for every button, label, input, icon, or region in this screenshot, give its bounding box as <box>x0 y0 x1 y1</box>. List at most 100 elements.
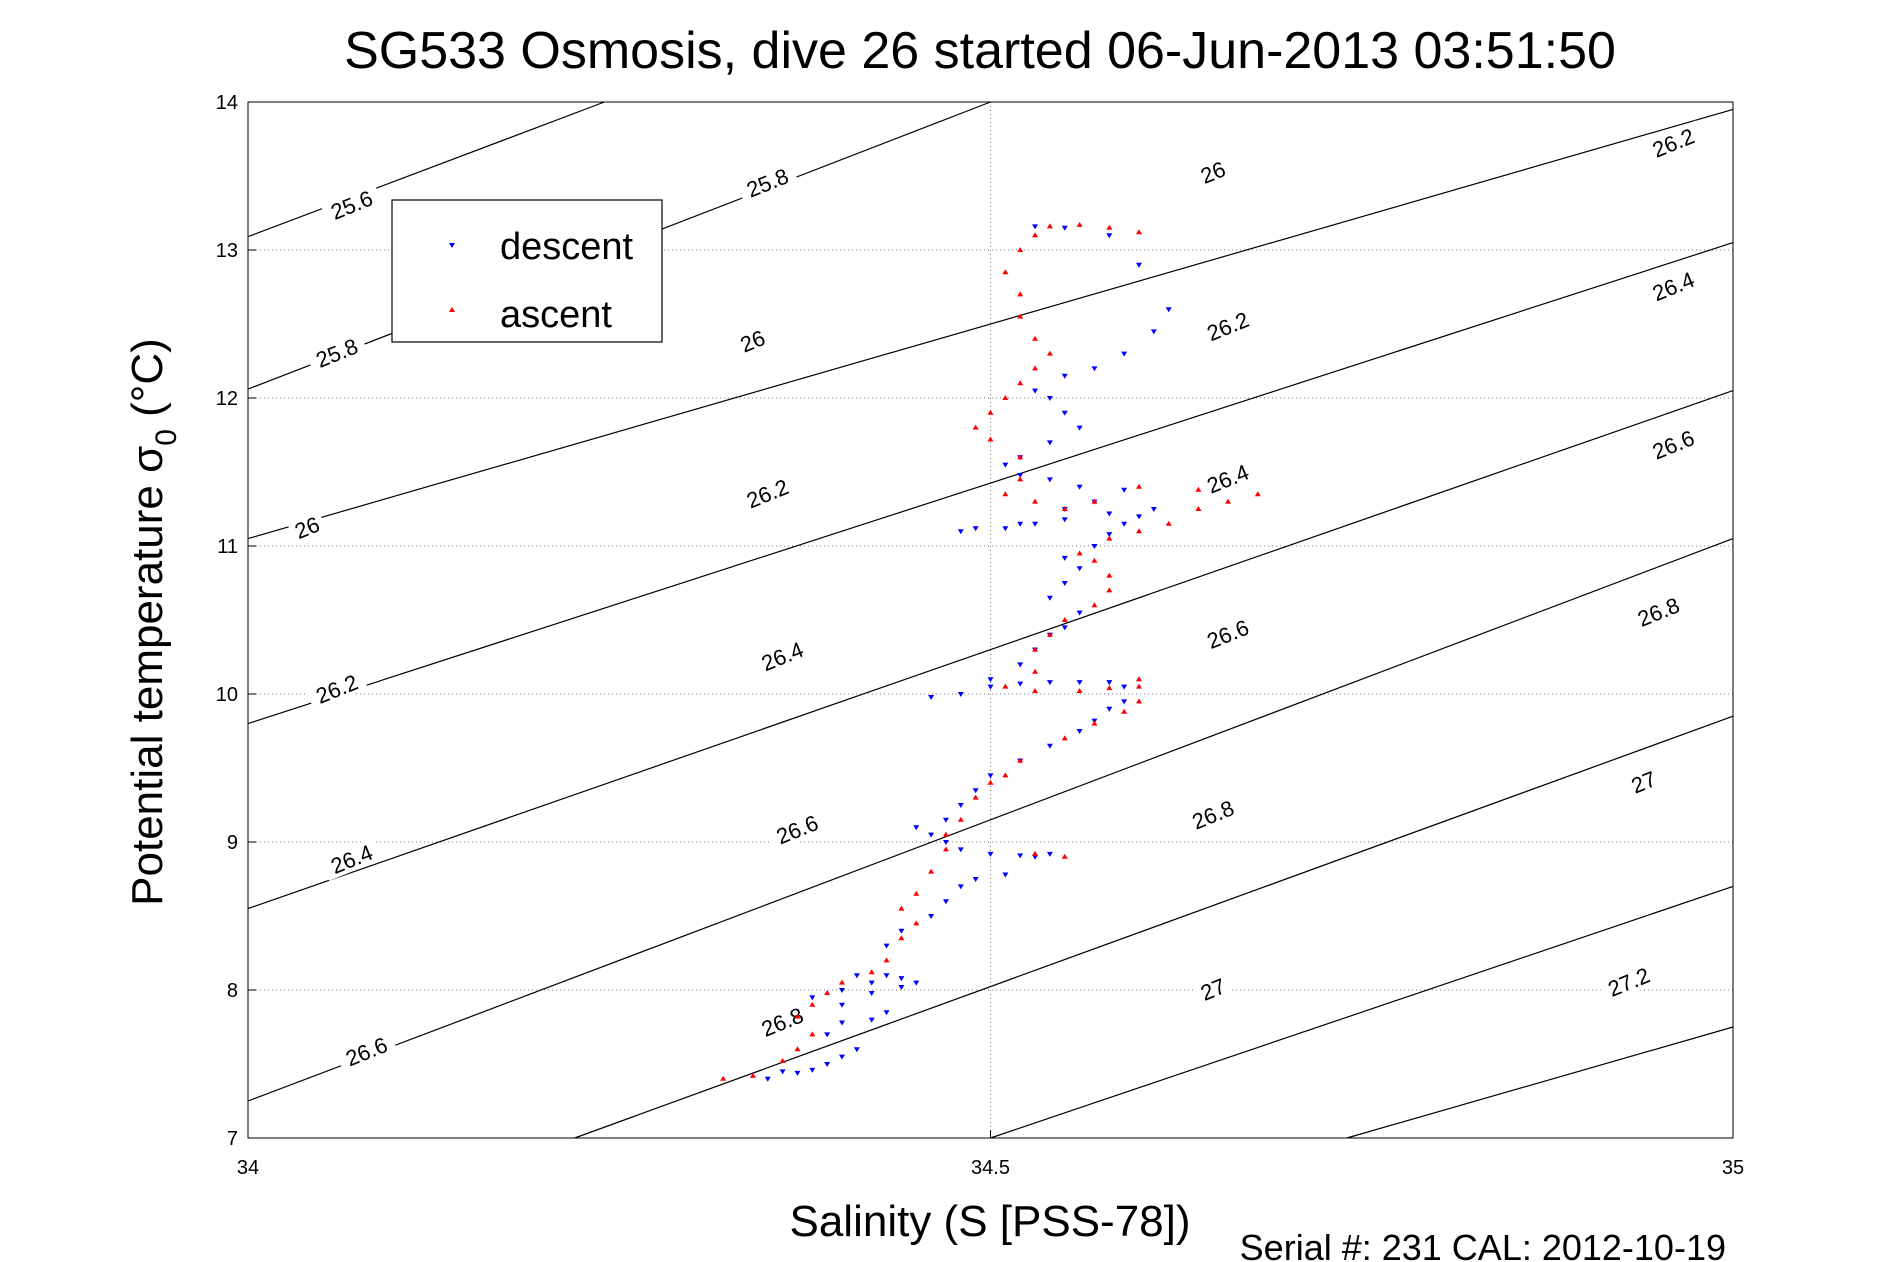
ascent-point-14 <box>913 890 920 896</box>
y-axis-ticks: 7 8 9 10 11 12 13 14 <box>216 92 256 1150</box>
ascent-point-40 <box>1106 587 1113 593</box>
ascent-point-23 <box>1061 853 1068 859</box>
descent-point-72 <box>972 526 979 532</box>
ascent-point-45 <box>1136 528 1142 534</box>
ascent-point-69 <box>1017 247 1024 252</box>
ascent-point-61 <box>1002 395 1009 400</box>
ascent-point-52 <box>1091 498 1098 504</box>
ascent-point-10 <box>883 957 890 963</box>
contour-label-text: 26.6 <box>773 810 822 849</box>
descent-point-10 <box>883 1010 890 1016</box>
ascent-point-38 <box>1061 617 1068 622</box>
descent-point-23 <box>928 914 935 919</box>
descent-point-4 <box>824 1062 831 1067</box>
descent-point-48 <box>1076 680 1083 686</box>
ascent-point-43 <box>1076 550 1083 556</box>
contour-label-6: 25.8 <box>735 160 799 205</box>
descent-point-61 <box>1061 581 1068 586</box>
contour-label-bg <box>320 836 383 881</box>
descent-point-97 <box>1032 224 1039 230</box>
descent-point-73 <box>957 529 964 535</box>
descent-point-24 <box>942 899 949 905</box>
contour-label-17: 27 <box>1192 971 1234 1007</box>
contour-label-bg <box>732 323 773 359</box>
contour-label-text: 26.8 <box>1189 795 1238 834</box>
ascent-point-71 <box>1046 223 1053 229</box>
contour-label-bg <box>735 160 799 205</box>
ascent-point-12 <box>913 920 920 926</box>
contour-label-10: 26.6 <box>765 807 829 852</box>
descent-point-89 <box>1061 373 1068 379</box>
ascent-point-41 <box>1106 572 1113 578</box>
descent-point-79 <box>1076 484 1083 490</box>
descent-point-91 <box>1121 351 1128 357</box>
y-tick-label-7: 14 <box>216 92 238 114</box>
descent-point-26 <box>972 877 979 882</box>
descent-point-49 <box>1046 680 1053 686</box>
x-axis-ticks: 34 34.5 35 <box>237 1130 1744 1179</box>
descent-point-19 <box>868 980 875 986</box>
ascent-point-19 <box>972 794 979 800</box>
contour-label-text: 25.8 <box>312 334 361 373</box>
legend-descent-label: descent <box>500 226 634 268</box>
density-contours <box>247 101 1734 1139</box>
contour-label-bg <box>1641 264 1705 309</box>
contour-label-bg <box>1181 792 1245 837</box>
contour-label-19: 26.4 <box>1641 264 1705 309</box>
descent-point-25 <box>957 884 964 890</box>
ascent-point-50 <box>1195 486 1202 492</box>
descent-point-27 <box>1002 872 1009 878</box>
descent-point-34 <box>928 832 935 838</box>
contour-label-bg <box>1597 959 1661 1004</box>
contour-label-23: 27.2 <box>1597 959 1661 1004</box>
ascent-point-49 <box>1254 491 1261 497</box>
descent-point-94 <box>1136 262 1142 268</box>
y-tick-label-5: 12 <box>216 388 238 410</box>
chart-title: SG533 Osmosis, dive 26 started 06-Jun-20… <box>344 22 1616 80</box>
contour-label-text: 25.8 <box>743 163 792 202</box>
descent-point-12 <box>809 995 816 1001</box>
descent-point-29 <box>1046 851 1053 857</box>
x-tick-label-0: 34 <box>237 1157 259 1179</box>
legend: descent ascent <box>391 199 663 343</box>
descent-point-13 <box>839 988 845 993</box>
contour-label-2: 26 <box>286 509 328 545</box>
contour-label-text: 26.8 <box>758 1002 807 1041</box>
descent-point-21 <box>883 943 890 949</box>
descent-point-95 <box>1106 233 1113 239</box>
serial-cal-footer: Serial #: 231 CAL: 2012-10-19 <box>1240 1227 1726 1262</box>
ascent-point-51 <box>1136 483 1142 489</box>
contour-label-bg <box>1626 589 1690 634</box>
y-tick-label-0: 7 <box>227 1128 238 1150</box>
ascent-point-15 <box>928 868 935 874</box>
ascent-point-35 <box>1032 668 1039 674</box>
ascent-point-46 <box>1165 520 1172 526</box>
ascent-point-44 <box>1106 535 1113 541</box>
legend-ascent-label: ascent <box>500 294 612 336</box>
contour-line-26.6 <box>247 538 1734 1102</box>
ascent-point-30 <box>1136 676 1142 682</box>
contour-label-11: 26.8 <box>750 999 814 1044</box>
ascent-point-48 <box>1225 498 1232 504</box>
ascent-point-24 <box>1017 757 1024 763</box>
descent-point-78 <box>1121 487 1128 493</box>
descent-point-16 <box>913 980 920 986</box>
contour-label-1: 25.8 <box>305 330 369 375</box>
descent-point-82 <box>1002 462 1009 468</box>
descent-point-18 <box>883 973 890 979</box>
contour-line-27.2 <box>1346 1026 1734 1139</box>
contour-label-bg <box>750 999 814 1044</box>
legend-descent-marker <box>449 243 455 248</box>
ascent-point-73 <box>1106 224 1113 230</box>
ascent-point-17 <box>942 831 949 837</box>
descent-point-1 <box>779 1069 786 1075</box>
contour-label-bg <box>1192 971 1234 1007</box>
x-tick-label-1: 34.5 <box>971 1157 1010 1179</box>
contour-label-9: 26.4 <box>750 634 814 679</box>
ascent-point-22 <box>1032 850 1039 856</box>
ascent-point-37 <box>1046 631 1053 637</box>
contour-label-bg <box>305 330 369 375</box>
descent-point-53 <box>928 694 935 700</box>
descent-point-88 <box>1032 388 1039 394</box>
ascent-point-42 <box>1091 557 1098 563</box>
